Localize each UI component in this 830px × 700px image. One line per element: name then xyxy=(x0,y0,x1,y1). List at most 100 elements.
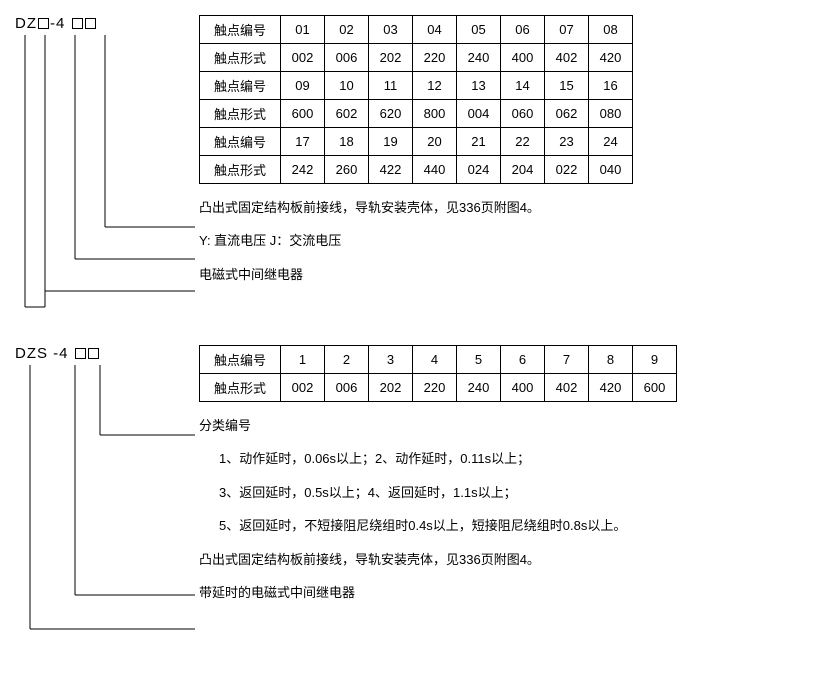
cell: 620 xyxy=(369,100,413,128)
note-mounting: 凸出式固定结构板前接线，导轨安装壳体，见336页附图4。 xyxy=(199,548,815,571)
cell: 8 xyxy=(589,346,633,374)
cell: 10 xyxy=(325,72,369,100)
model-code-dzs: DZS -4 xyxy=(15,345,100,362)
content-dz: 触点编号 01 02 03 04 05 06 07 08 触点形式 002 00… xyxy=(199,15,815,286)
cell: 240 xyxy=(457,374,501,402)
cell: 18 xyxy=(325,128,369,156)
contact-table-dz: 触点编号 01 02 03 04 05 06 07 08 触点形式 002 00… xyxy=(199,15,633,184)
table-row: 触点编号 01 02 03 04 05 06 07 08 xyxy=(200,16,633,44)
cell: 21 xyxy=(457,128,501,156)
contact-table-dzs: 触点编号 1 2 3 4 5 6 7 8 9 触点形式 002 006 202 … xyxy=(199,345,677,402)
row-label: 触点形式 xyxy=(200,44,281,72)
note-relay-type: 电磁式中间继电器 xyxy=(199,263,815,286)
placeholder-box xyxy=(88,348,99,359)
cell: 002 xyxy=(281,374,325,402)
cell: 002 xyxy=(281,44,325,72)
cell: 004 xyxy=(457,100,501,128)
cell: 08 xyxy=(589,16,633,44)
cell: 022 xyxy=(545,156,589,184)
note-category-heading: 分类编号 xyxy=(199,414,815,437)
placeholder-box xyxy=(75,348,86,359)
table-row: 触点编号 1 2 3 4 5 6 7 8 9 xyxy=(200,346,677,374)
cell: 440 xyxy=(413,156,457,184)
cell: 060 xyxy=(501,100,545,128)
cell: 6 xyxy=(501,346,545,374)
cell: 024 xyxy=(457,156,501,184)
cell: 1 xyxy=(281,346,325,374)
model-code-dz: DZ -4 xyxy=(15,15,97,32)
cell: 16 xyxy=(589,72,633,100)
cell: 260 xyxy=(325,156,369,184)
model-block-dzs: DZS -4 触点编号 1 2 3 4 5 6 7 8 xyxy=(15,345,815,655)
model-prefix: DZ xyxy=(15,15,37,32)
row-label: 触点编号 xyxy=(200,128,281,156)
cell: 204 xyxy=(501,156,545,184)
note-voltage: Y: 直流电压 J：交流电压 xyxy=(199,229,815,252)
note-mounting: 凸出式固定结构板前接线，导轨安装壳体，见336页附图4。 xyxy=(199,196,815,219)
row-label: 触点编号 xyxy=(200,16,281,44)
cell: 800 xyxy=(413,100,457,128)
table-row: 触点形式 002 006 202 220 240 400 402 420 600 xyxy=(200,374,677,402)
cell: 402 xyxy=(545,374,589,402)
cell: 11 xyxy=(369,72,413,100)
row-label: 触点编号 xyxy=(200,346,281,374)
cell: 07 xyxy=(545,16,589,44)
row-label: 触点编号 xyxy=(200,72,281,100)
cell: 040 xyxy=(589,156,633,184)
cell: 14 xyxy=(501,72,545,100)
cell: 600 xyxy=(281,100,325,128)
note-delay-1: 1、动作延时，0.06s以上；2、动作延时，0.11s以上； xyxy=(219,447,815,470)
model-prefix: DZS -4 xyxy=(15,345,69,362)
table-row: 触点形式 242 260 422 440 024 204 022 040 xyxy=(200,156,633,184)
cell: 062 xyxy=(545,100,589,128)
placeholder-box xyxy=(72,18,83,29)
cell: 2 xyxy=(325,346,369,374)
cell: 12 xyxy=(413,72,457,100)
bracket-lines-dz xyxy=(15,15,199,315)
cell: 24 xyxy=(589,128,633,156)
row-label: 触点形式 xyxy=(200,100,281,128)
cell: 06 xyxy=(501,16,545,44)
note-relay-type: 带延时的电磁式中间继电器 xyxy=(199,581,815,604)
cell: 202 xyxy=(369,374,413,402)
content-dzs: 触点编号 1 2 3 4 5 6 7 8 9 触点形式 002 006 202 … xyxy=(199,345,815,604)
cell: 23 xyxy=(545,128,589,156)
row-label: 触点形式 xyxy=(200,156,281,184)
row-label: 触点形式 xyxy=(200,374,281,402)
cell: 20 xyxy=(413,128,457,156)
model-mid: -4 xyxy=(50,15,65,32)
cell: 422 xyxy=(369,156,413,184)
cell: 03 xyxy=(369,16,413,44)
cell: 22 xyxy=(501,128,545,156)
cell: 400 xyxy=(501,374,545,402)
cell: 006 xyxy=(325,44,369,72)
cell: 420 xyxy=(589,44,633,72)
cell: 09 xyxy=(281,72,325,100)
cell: 5 xyxy=(457,346,501,374)
placeholder-box xyxy=(38,18,49,29)
note-delay-3: 5、返回延时，不短接阻尼绕组时0.4s以上，短接阻尼绕组时0.8s以上。 xyxy=(219,514,815,537)
cell: 420 xyxy=(589,374,633,402)
model-block-dz: DZ-4 触点编号 01 02 03 04 05 xyxy=(15,15,815,315)
cell: 600 xyxy=(633,374,677,402)
cell: 006 xyxy=(325,374,369,402)
cell: 17 xyxy=(281,128,325,156)
placeholder-box xyxy=(85,18,96,29)
table-row: 触点形式 002 006 202 220 240 400 402 420 xyxy=(200,44,633,72)
cell: 602 xyxy=(325,100,369,128)
cell: 02 xyxy=(325,16,369,44)
table-row: 触点编号 09 10 11 12 13 14 15 16 xyxy=(200,72,633,100)
cell: 080 xyxy=(589,100,633,128)
cell: 13 xyxy=(457,72,501,100)
cell: 4 xyxy=(413,346,457,374)
cell: 220 xyxy=(413,374,457,402)
cell: 01 xyxy=(281,16,325,44)
cell: 19 xyxy=(369,128,413,156)
cell: 242 xyxy=(281,156,325,184)
table-row: 触点编号 17 18 19 20 21 22 23 24 xyxy=(200,128,633,156)
cell: 04 xyxy=(413,16,457,44)
bracket-lines-dzs xyxy=(15,345,199,655)
cell: 3 xyxy=(369,346,413,374)
cell: 240 xyxy=(457,44,501,72)
table-row: 触点形式 600 602 620 800 004 060 062 080 xyxy=(200,100,633,128)
